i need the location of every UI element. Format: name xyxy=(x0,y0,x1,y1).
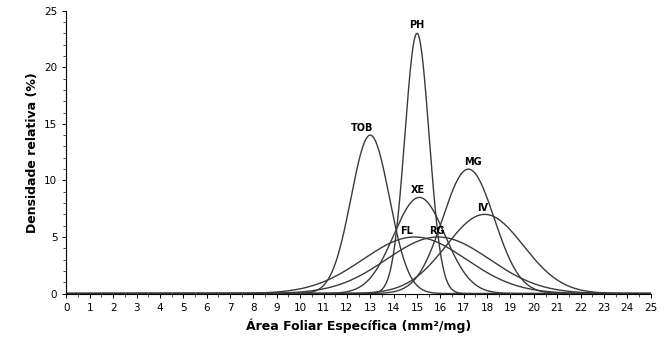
X-axis label: Área Foliar Específica (mm²/mg): Área Foliar Específica (mm²/mg) xyxy=(246,318,471,333)
Text: TOB: TOB xyxy=(351,123,373,133)
Y-axis label: Densidade relativa (%): Densidade relativa (%) xyxy=(26,72,39,233)
Text: IV: IV xyxy=(477,203,488,213)
Text: RG: RG xyxy=(429,226,445,236)
Text: FL: FL xyxy=(400,226,413,236)
Text: XE: XE xyxy=(411,185,425,195)
Text: PH: PH xyxy=(410,20,424,30)
Text: MG: MG xyxy=(464,157,482,167)
